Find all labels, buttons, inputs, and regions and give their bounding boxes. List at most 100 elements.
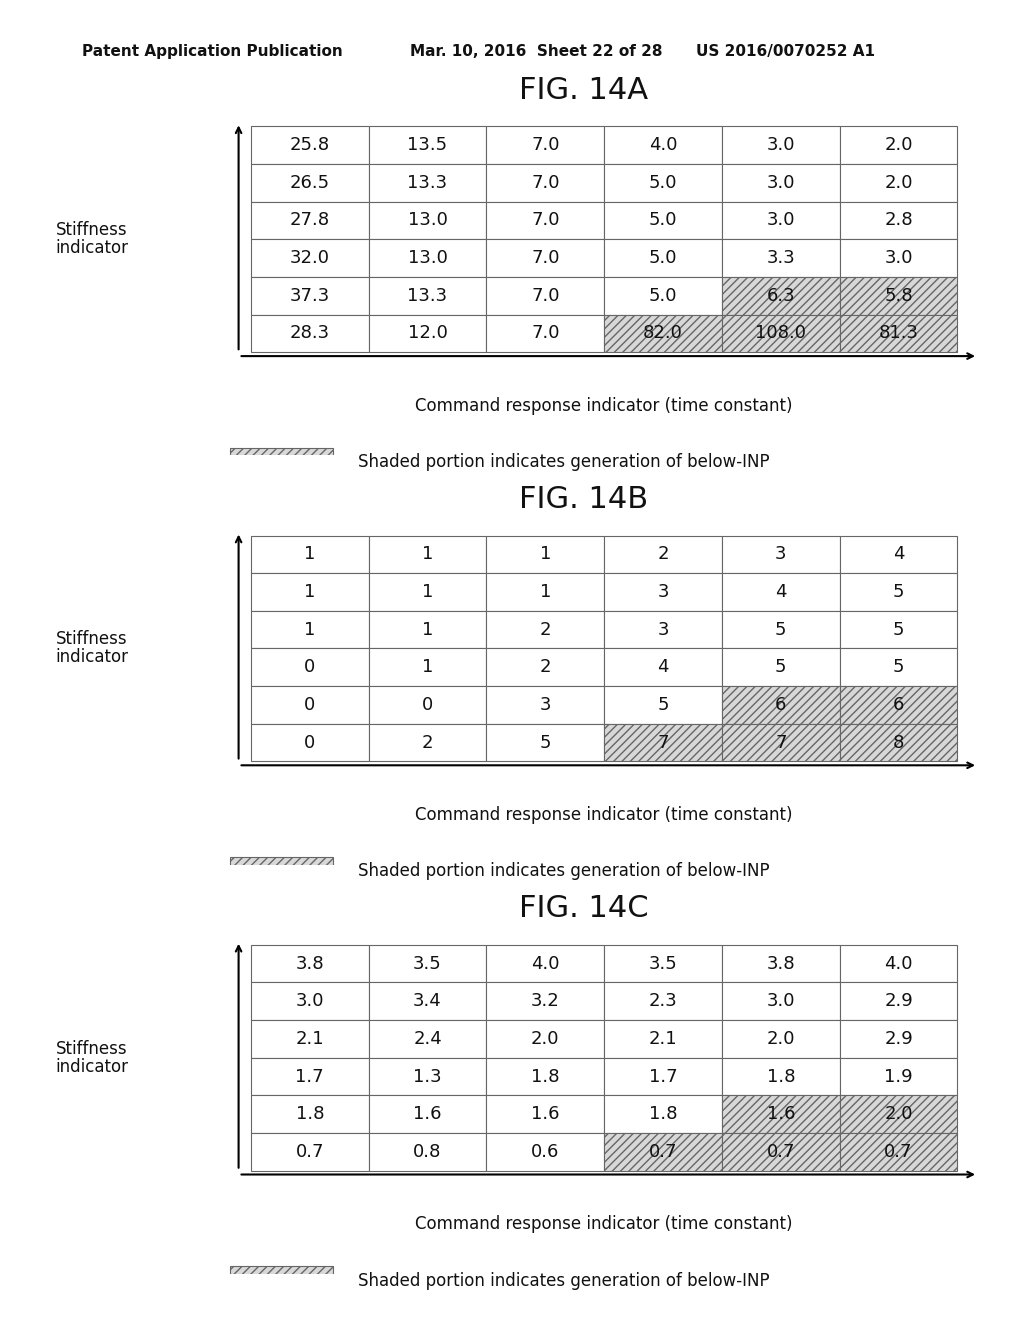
Bar bbox=[251, 277, 369, 314]
Text: 4: 4 bbox=[657, 659, 669, 676]
Bar bbox=[251, 723, 369, 762]
Text: 0: 0 bbox=[304, 659, 315, 676]
Bar bbox=[722, 202, 840, 239]
Text: Mar. 10, 2016  Sheet 22 of 28: Mar. 10, 2016 Sheet 22 of 28 bbox=[410, 44, 663, 58]
Bar bbox=[840, 573, 957, 611]
Text: 2.0: 2.0 bbox=[531, 1030, 559, 1048]
Bar bbox=[369, 1133, 486, 1171]
Text: 6: 6 bbox=[775, 696, 786, 714]
Bar bbox=[369, 648, 486, 686]
Bar bbox=[722, 1057, 840, 1096]
Text: 3.8: 3.8 bbox=[767, 954, 795, 973]
Bar bbox=[369, 573, 486, 611]
Bar bbox=[486, 611, 604, 648]
Bar bbox=[604, 127, 722, 164]
Bar bbox=[251, 648, 369, 686]
Bar bbox=[369, 611, 486, 648]
Bar bbox=[722, 164, 840, 202]
Text: 13.0: 13.0 bbox=[408, 211, 447, 230]
Text: 5: 5 bbox=[657, 696, 669, 714]
Bar bbox=[840, 1133, 957, 1171]
Text: 3.5: 3.5 bbox=[648, 954, 678, 973]
Text: 2.4: 2.4 bbox=[413, 1030, 442, 1048]
Text: 3.2: 3.2 bbox=[530, 993, 560, 1010]
Bar bbox=[369, 277, 486, 314]
Text: indicator: indicator bbox=[55, 239, 129, 257]
Bar bbox=[369, 945, 486, 982]
Bar bbox=[230, 857, 333, 886]
Bar bbox=[486, 648, 604, 686]
Text: 1: 1 bbox=[304, 545, 315, 564]
Text: 3.0: 3.0 bbox=[885, 249, 912, 267]
Text: 3.4: 3.4 bbox=[413, 993, 442, 1010]
Text: 3: 3 bbox=[540, 696, 551, 714]
Text: 3.0: 3.0 bbox=[767, 993, 795, 1010]
Text: 1: 1 bbox=[422, 545, 433, 564]
Bar bbox=[722, 1020, 840, 1057]
Text: 1: 1 bbox=[540, 583, 551, 601]
Bar bbox=[369, 723, 486, 762]
Bar bbox=[369, 1020, 486, 1057]
Text: 0: 0 bbox=[304, 734, 315, 751]
Text: Shaded portion indicates generation of below-INP: Shaded portion indicates generation of b… bbox=[358, 1271, 770, 1290]
Text: 5.0: 5.0 bbox=[649, 174, 677, 191]
Text: 1: 1 bbox=[540, 545, 551, 564]
Bar bbox=[251, 1133, 369, 1171]
Text: 5: 5 bbox=[775, 620, 786, 639]
Bar bbox=[840, 723, 957, 762]
Text: 3.0: 3.0 bbox=[296, 993, 324, 1010]
Text: 2: 2 bbox=[540, 620, 551, 639]
Text: 5: 5 bbox=[540, 734, 551, 751]
Text: 1.7: 1.7 bbox=[649, 1068, 677, 1085]
Text: 1.6: 1.6 bbox=[414, 1105, 441, 1123]
Text: 27.8: 27.8 bbox=[290, 211, 330, 230]
Text: 13.3: 13.3 bbox=[408, 174, 447, 191]
Text: 3.3: 3.3 bbox=[766, 249, 796, 267]
Bar bbox=[840, 1057, 957, 1096]
Text: 7: 7 bbox=[657, 734, 669, 751]
Text: 108.0: 108.0 bbox=[756, 325, 806, 342]
Bar bbox=[604, 314, 722, 352]
Text: 4.0: 4.0 bbox=[885, 954, 912, 973]
Text: 13.3: 13.3 bbox=[408, 286, 447, 305]
Text: FIG. 14C: FIG. 14C bbox=[519, 894, 648, 923]
Bar bbox=[486, 1096, 604, 1133]
Text: 6.3: 6.3 bbox=[767, 286, 795, 305]
Bar bbox=[840, 686, 957, 723]
Bar bbox=[722, 536, 840, 573]
Bar bbox=[604, 723, 722, 762]
Text: 4.0: 4.0 bbox=[649, 136, 677, 154]
Text: 2: 2 bbox=[422, 734, 433, 751]
Text: 1: 1 bbox=[422, 583, 433, 601]
Bar bbox=[230, 1266, 333, 1295]
Text: 0: 0 bbox=[422, 696, 433, 714]
Bar bbox=[840, 611, 957, 648]
Bar bbox=[486, 127, 604, 164]
Text: 0.7: 0.7 bbox=[649, 1143, 677, 1160]
Bar bbox=[486, 202, 604, 239]
Text: 7.0: 7.0 bbox=[531, 211, 559, 230]
Bar bbox=[604, 686, 722, 723]
Bar bbox=[369, 686, 486, 723]
Bar bbox=[722, 239, 840, 277]
Bar bbox=[251, 1057, 369, 1096]
Text: Stiffness: Stiffness bbox=[56, 631, 128, 648]
Bar bbox=[604, 1057, 722, 1096]
Text: Stiffness: Stiffness bbox=[56, 222, 128, 239]
Text: 1.6: 1.6 bbox=[531, 1105, 559, 1123]
Bar bbox=[369, 127, 486, 164]
Bar bbox=[840, 164, 957, 202]
Text: 7: 7 bbox=[775, 734, 786, 751]
Text: 28.3: 28.3 bbox=[290, 325, 330, 342]
Bar bbox=[604, 1096, 722, 1133]
Text: 0.7: 0.7 bbox=[767, 1143, 795, 1160]
Bar bbox=[604, 277, 722, 314]
Bar bbox=[722, 277, 840, 314]
Bar bbox=[604, 536, 722, 573]
Bar bbox=[369, 536, 486, 573]
Text: 2.9: 2.9 bbox=[884, 993, 913, 1010]
Text: 0.7: 0.7 bbox=[885, 1143, 912, 1160]
Text: 5.8: 5.8 bbox=[885, 286, 912, 305]
Bar bbox=[722, 611, 840, 648]
Text: 1: 1 bbox=[422, 620, 433, 639]
